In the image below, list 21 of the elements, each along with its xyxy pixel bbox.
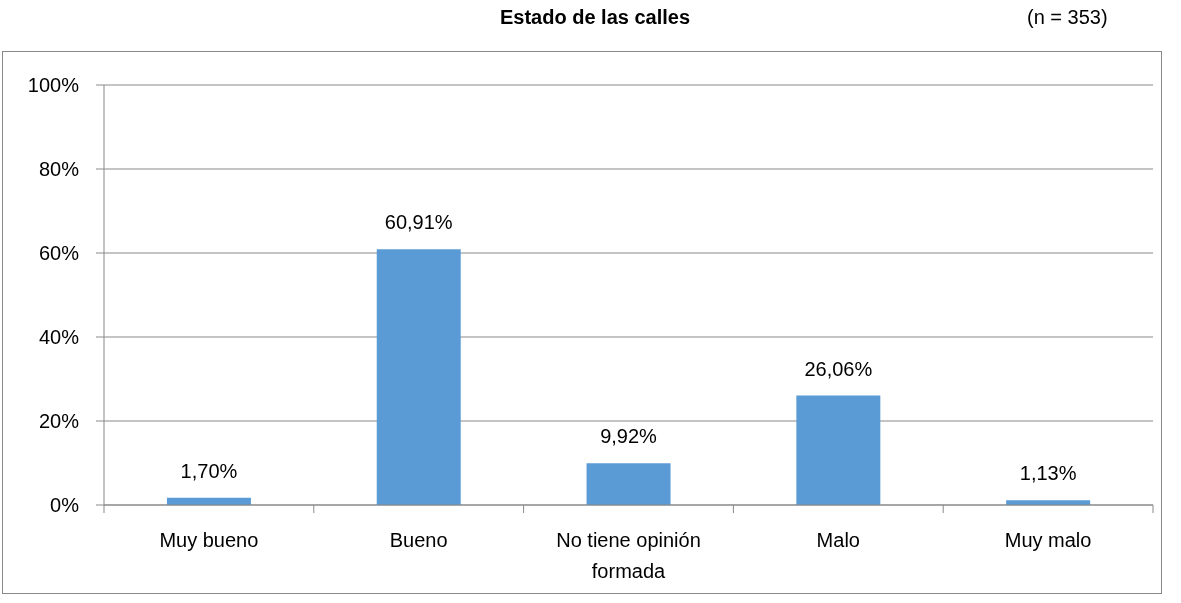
- x-tick-label: Muy bueno: [159, 529, 259, 552]
- y-tick-label: 20%: [38, 410, 80, 433]
- data-label: 1,13%: [1019, 462, 1077, 485]
- y-tick-label: 40%: [38, 326, 80, 349]
- x-tick-label: Malo: [816, 529, 860, 552]
- data-label: 26,06%: [804, 357, 873, 380]
- x-tick-label: Muy malo: [1004, 529, 1092, 552]
- x-tick-label: No tiene opinión formada: [556, 529, 701, 583]
- y-tick-label: 100%: [27, 74, 80, 97]
- y-tick-label: 80%: [38, 158, 80, 181]
- data-label: 1,70%: [180, 459, 238, 482]
- chart-title: Estado de las calles: [498, 6, 692, 29]
- data-label: 9,92%: [600, 425, 658, 448]
- y-tick-label: 0%: [50, 494, 80, 517]
- chart-subtitle: (n = 353): [1027, 6, 1108, 29]
- bar: [796, 395, 881, 505]
- y-tick-label: 60%: [38, 242, 80, 265]
- data-label: 60,91%: [384, 211, 453, 234]
- bar: [586, 463, 671, 505]
- x-tick-label: Bueno: [389, 529, 448, 552]
- bar: [376, 249, 461, 505]
